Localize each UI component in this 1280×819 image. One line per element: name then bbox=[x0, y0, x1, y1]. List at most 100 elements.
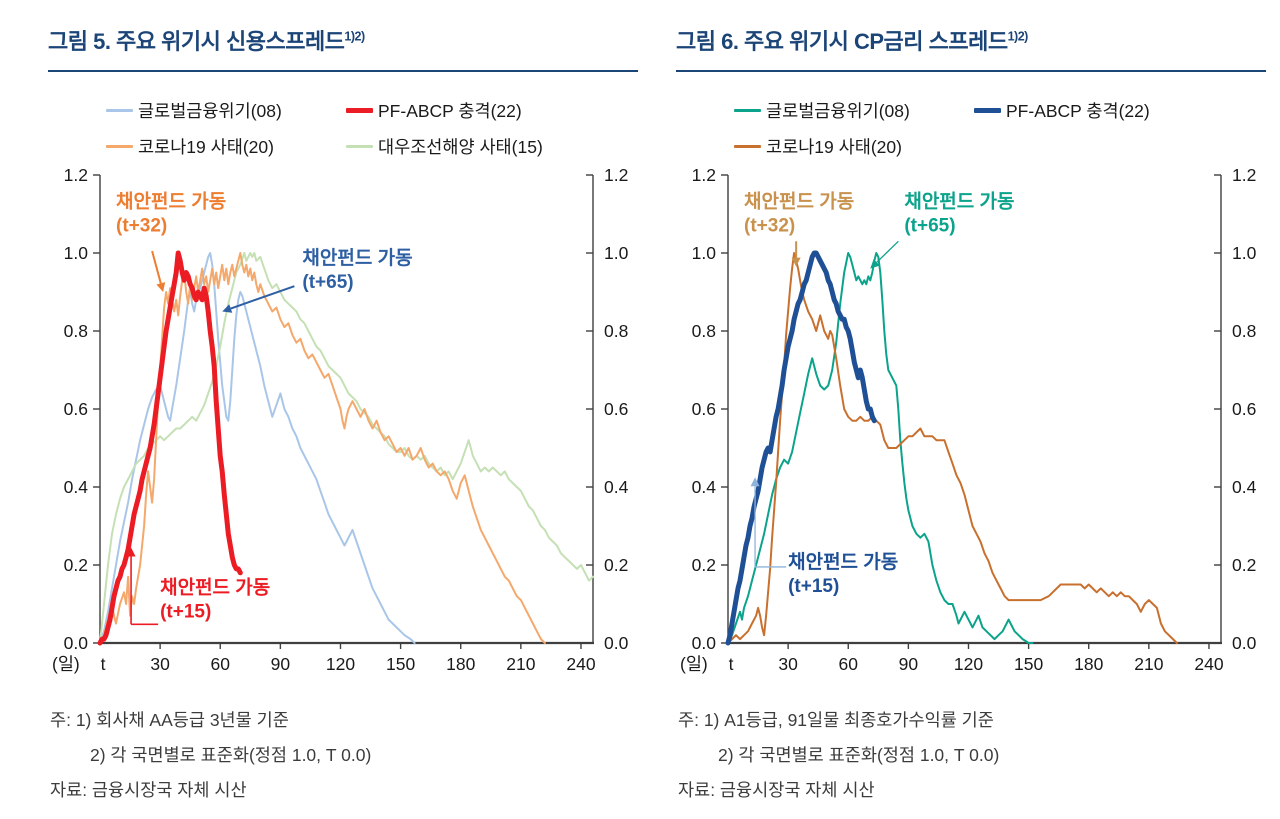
svg-text:0.0: 0.0 bbox=[604, 633, 629, 653]
svg-text:채안펀드 가동: 채안펀드 가동 bbox=[160, 576, 270, 598]
svg-text:0.8: 0.8 bbox=[692, 321, 716, 341]
legend-label: 글로벌금융위기(08) bbox=[766, 101, 910, 121]
legend-item: PF-ABCP 충격(22) bbox=[346, 98, 586, 123]
svg-text:0.4: 0.4 bbox=[1232, 477, 1257, 497]
legend-item: 코로나19 사태(20) bbox=[106, 134, 346, 159]
legend-label: 코로나19 사태(20) bbox=[766, 137, 902, 157]
svg-text:0.2: 0.2 bbox=[692, 555, 716, 575]
svg-text:150: 150 bbox=[1014, 654, 1043, 674]
figure5-title: 그림 5. 주요 위기시 신용스프레드1)2) bbox=[48, 24, 365, 56]
series-line-swatch bbox=[106, 145, 133, 148]
figure5-chart: 0.0 0.0 0.2 0.2 0.4 0.4 0.6 0.6 0.8 0.8 1.0 1.0 1.2 1… bbox=[52, 165, 629, 674]
figure5-legend: 글로벌금융위기(08) PF-ABCP 충격(22) 코로나19 사태(20) … bbox=[106, 98, 586, 170]
svg-text:150: 150 bbox=[386, 654, 415, 674]
svg-text:(t+15): (t+15) bbox=[160, 601, 211, 622]
svg-text:(t+15): (t+15) bbox=[788, 576, 839, 597]
svg-text:1.2: 1.2 bbox=[1232, 165, 1256, 185]
svg-text:0.6: 0.6 bbox=[64, 399, 88, 419]
svg-text:180: 180 bbox=[1074, 654, 1103, 674]
legend-label: PF-ABCP 충격(22) bbox=[378, 101, 522, 121]
svg-text:0.2: 0.2 bbox=[64, 555, 88, 575]
svg-text:30: 30 bbox=[150, 654, 170, 674]
svg-text:60: 60 bbox=[839, 654, 859, 674]
svg-text:0.4: 0.4 bbox=[692, 477, 717, 497]
svg-text:채안펀드 가동: 채안펀드 가동 bbox=[904, 190, 1014, 212]
svg-text:210: 210 bbox=[1134, 654, 1163, 674]
legend-label: PF-ABCP 충격(22) bbox=[1006, 101, 1150, 121]
svg-text:0.6: 0.6 bbox=[604, 399, 628, 419]
figure6-notes: 주: 1) A1등급, 91일물 최종호가수익률 기준 2) 각 국면별로 표준… bbox=[678, 703, 999, 808]
legend-item: 대우조선해양 사태(15) bbox=[346, 134, 586, 159]
legend-label: 글로벌금융위기(08) bbox=[138, 101, 282, 121]
svg-text:210: 210 bbox=[506, 654, 535, 674]
series-line-swatch bbox=[974, 108, 1001, 113]
svg-text:채안펀드 가동: 채안펀드 가동 bbox=[744, 190, 854, 212]
legend-label: 대우조선해양 사태(15) bbox=[378, 137, 543, 157]
series-line-swatch bbox=[734, 109, 761, 112]
svg-text:180: 180 bbox=[446, 654, 475, 674]
svg-text:1.2: 1.2 bbox=[692, 165, 716, 185]
svg-text:120: 120 bbox=[954, 654, 983, 674]
svg-text:(t+65): (t+65) bbox=[302, 272, 353, 293]
note-line-2: 2) 각 국면별로 표준화(정점 1.0, T 0.0) bbox=[90, 745, 372, 765]
figure6-legend: 글로벌금융위기(08) PF-ABCP 충격(22) 코로나19 사태(20) bbox=[734, 98, 1214, 170]
figure6-title-footnote-marks: 1)2) bbox=[1007, 29, 1029, 44]
svg-text:채안펀드 가동: 채안펀드 가동 bbox=[788, 551, 898, 573]
figure6-chart: 0.0 0.0 0.2 0.2 0.4 0.4 0.6 0.6 0.8 0.8 1.0 1.0 1.2 1… bbox=[680, 165, 1257, 674]
figure5-title-rule bbox=[48, 70, 638, 72]
note-line-2: 2) 각 국면별로 표준화(정점 1.0, T 0.0) bbox=[718, 745, 1000, 765]
svg-text:0.8: 0.8 bbox=[1232, 321, 1256, 341]
series-line-swatch bbox=[346, 108, 373, 113]
svg-text:120: 120 bbox=[326, 654, 355, 674]
figure6-title: 그림 6. 주요 위기시 CP금리 스프레드1)2) bbox=[676, 24, 1028, 56]
svg-text:0.0: 0.0 bbox=[692, 633, 717, 653]
svg-text:60: 60 bbox=[211, 654, 231, 674]
legend-item: 글로벌금융위기(08) bbox=[106, 98, 346, 123]
svg-text:0.8: 0.8 bbox=[64, 321, 88, 341]
svg-text:0.0: 0.0 bbox=[1232, 633, 1257, 653]
svg-text:1.2: 1.2 bbox=[604, 165, 628, 185]
figure5-panel: 그림 5. 주요 위기시 신용스프레드1)2) 글로벌금융위기(08) PF-A… bbox=[48, 0, 648, 819]
figure6-panel: 그림 6. 주요 위기시 CP금리 스프레드1)2) 글로벌금융위기(08) P… bbox=[676, 0, 1276, 819]
svg-text:240: 240 bbox=[566, 654, 595, 674]
figure5-title-text: 그림 5. 주요 위기시 신용스프레드 bbox=[48, 29, 345, 54]
svg-text:90: 90 bbox=[271, 654, 291, 674]
svg-text:t: t bbox=[729, 654, 734, 674]
svg-text:(일): (일) bbox=[52, 654, 80, 674]
note-line-1: 주: 1) 회사채 AA등급 3년물 기준 bbox=[50, 710, 289, 730]
note-source: 자료: 금융시장국 자체 시산 bbox=[678, 780, 875, 800]
svg-text:0.6: 0.6 bbox=[692, 399, 716, 419]
svg-text:90: 90 bbox=[899, 654, 919, 674]
svg-text:(t+32): (t+32) bbox=[744, 215, 795, 236]
note-line-1: 주: 1) A1등급, 91일물 최종호가수익률 기준 bbox=[678, 710, 994, 730]
svg-text:0.2: 0.2 bbox=[604, 555, 628, 575]
svg-text:240: 240 bbox=[1194, 654, 1223, 674]
note-source: 자료: 금융시장국 자체 시산 bbox=[50, 780, 247, 800]
figure6-title-text: 그림 6. 주요 위기시 CP금리 스프레드 bbox=[676, 29, 1008, 54]
svg-text:0.0: 0.0 bbox=[64, 633, 89, 653]
svg-text:채안펀드 가동: 채안펀드 가동 bbox=[116, 190, 226, 212]
legend-item: PF-ABCP 충격(22) bbox=[974, 98, 1214, 123]
legend-item: 글로벌금융위기(08) bbox=[734, 98, 974, 123]
svg-text:0.2: 0.2 bbox=[1232, 555, 1256, 575]
svg-text:1.0: 1.0 bbox=[64, 243, 89, 263]
svg-text:t: t bbox=[101, 654, 106, 674]
svg-text:(t+65): (t+65) bbox=[904, 215, 955, 236]
svg-text:1.0: 1.0 bbox=[692, 243, 717, 263]
svg-text:1.0: 1.0 bbox=[1232, 243, 1257, 263]
legend-label: 코로나19 사태(20) bbox=[138, 137, 274, 157]
svg-text:0.4: 0.4 bbox=[64, 477, 89, 497]
svg-text:30: 30 bbox=[778, 654, 798, 674]
series-line-swatch bbox=[346, 145, 373, 148]
svg-text:1.2: 1.2 bbox=[64, 165, 88, 185]
svg-text:(일): (일) bbox=[680, 654, 708, 674]
svg-text:채안펀드 가동: 채안펀드 가동 bbox=[302, 247, 412, 269]
series-line-swatch bbox=[106, 109, 133, 112]
svg-text:0.6: 0.6 bbox=[1232, 399, 1256, 419]
figure5-notes: 주: 1) 회사채 AA등급 3년물 기준 2) 각 국면별로 표준화(정점 1… bbox=[50, 703, 371, 808]
svg-text:1.0: 1.0 bbox=[604, 243, 629, 263]
svg-text:0.4: 0.4 bbox=[604, 477, 629, 497]
svg-text:0.8: 0.8 bbox=[604, 321, 628, 341]
figure6-title-rule bbox=[676, 70, 1266, 72]
